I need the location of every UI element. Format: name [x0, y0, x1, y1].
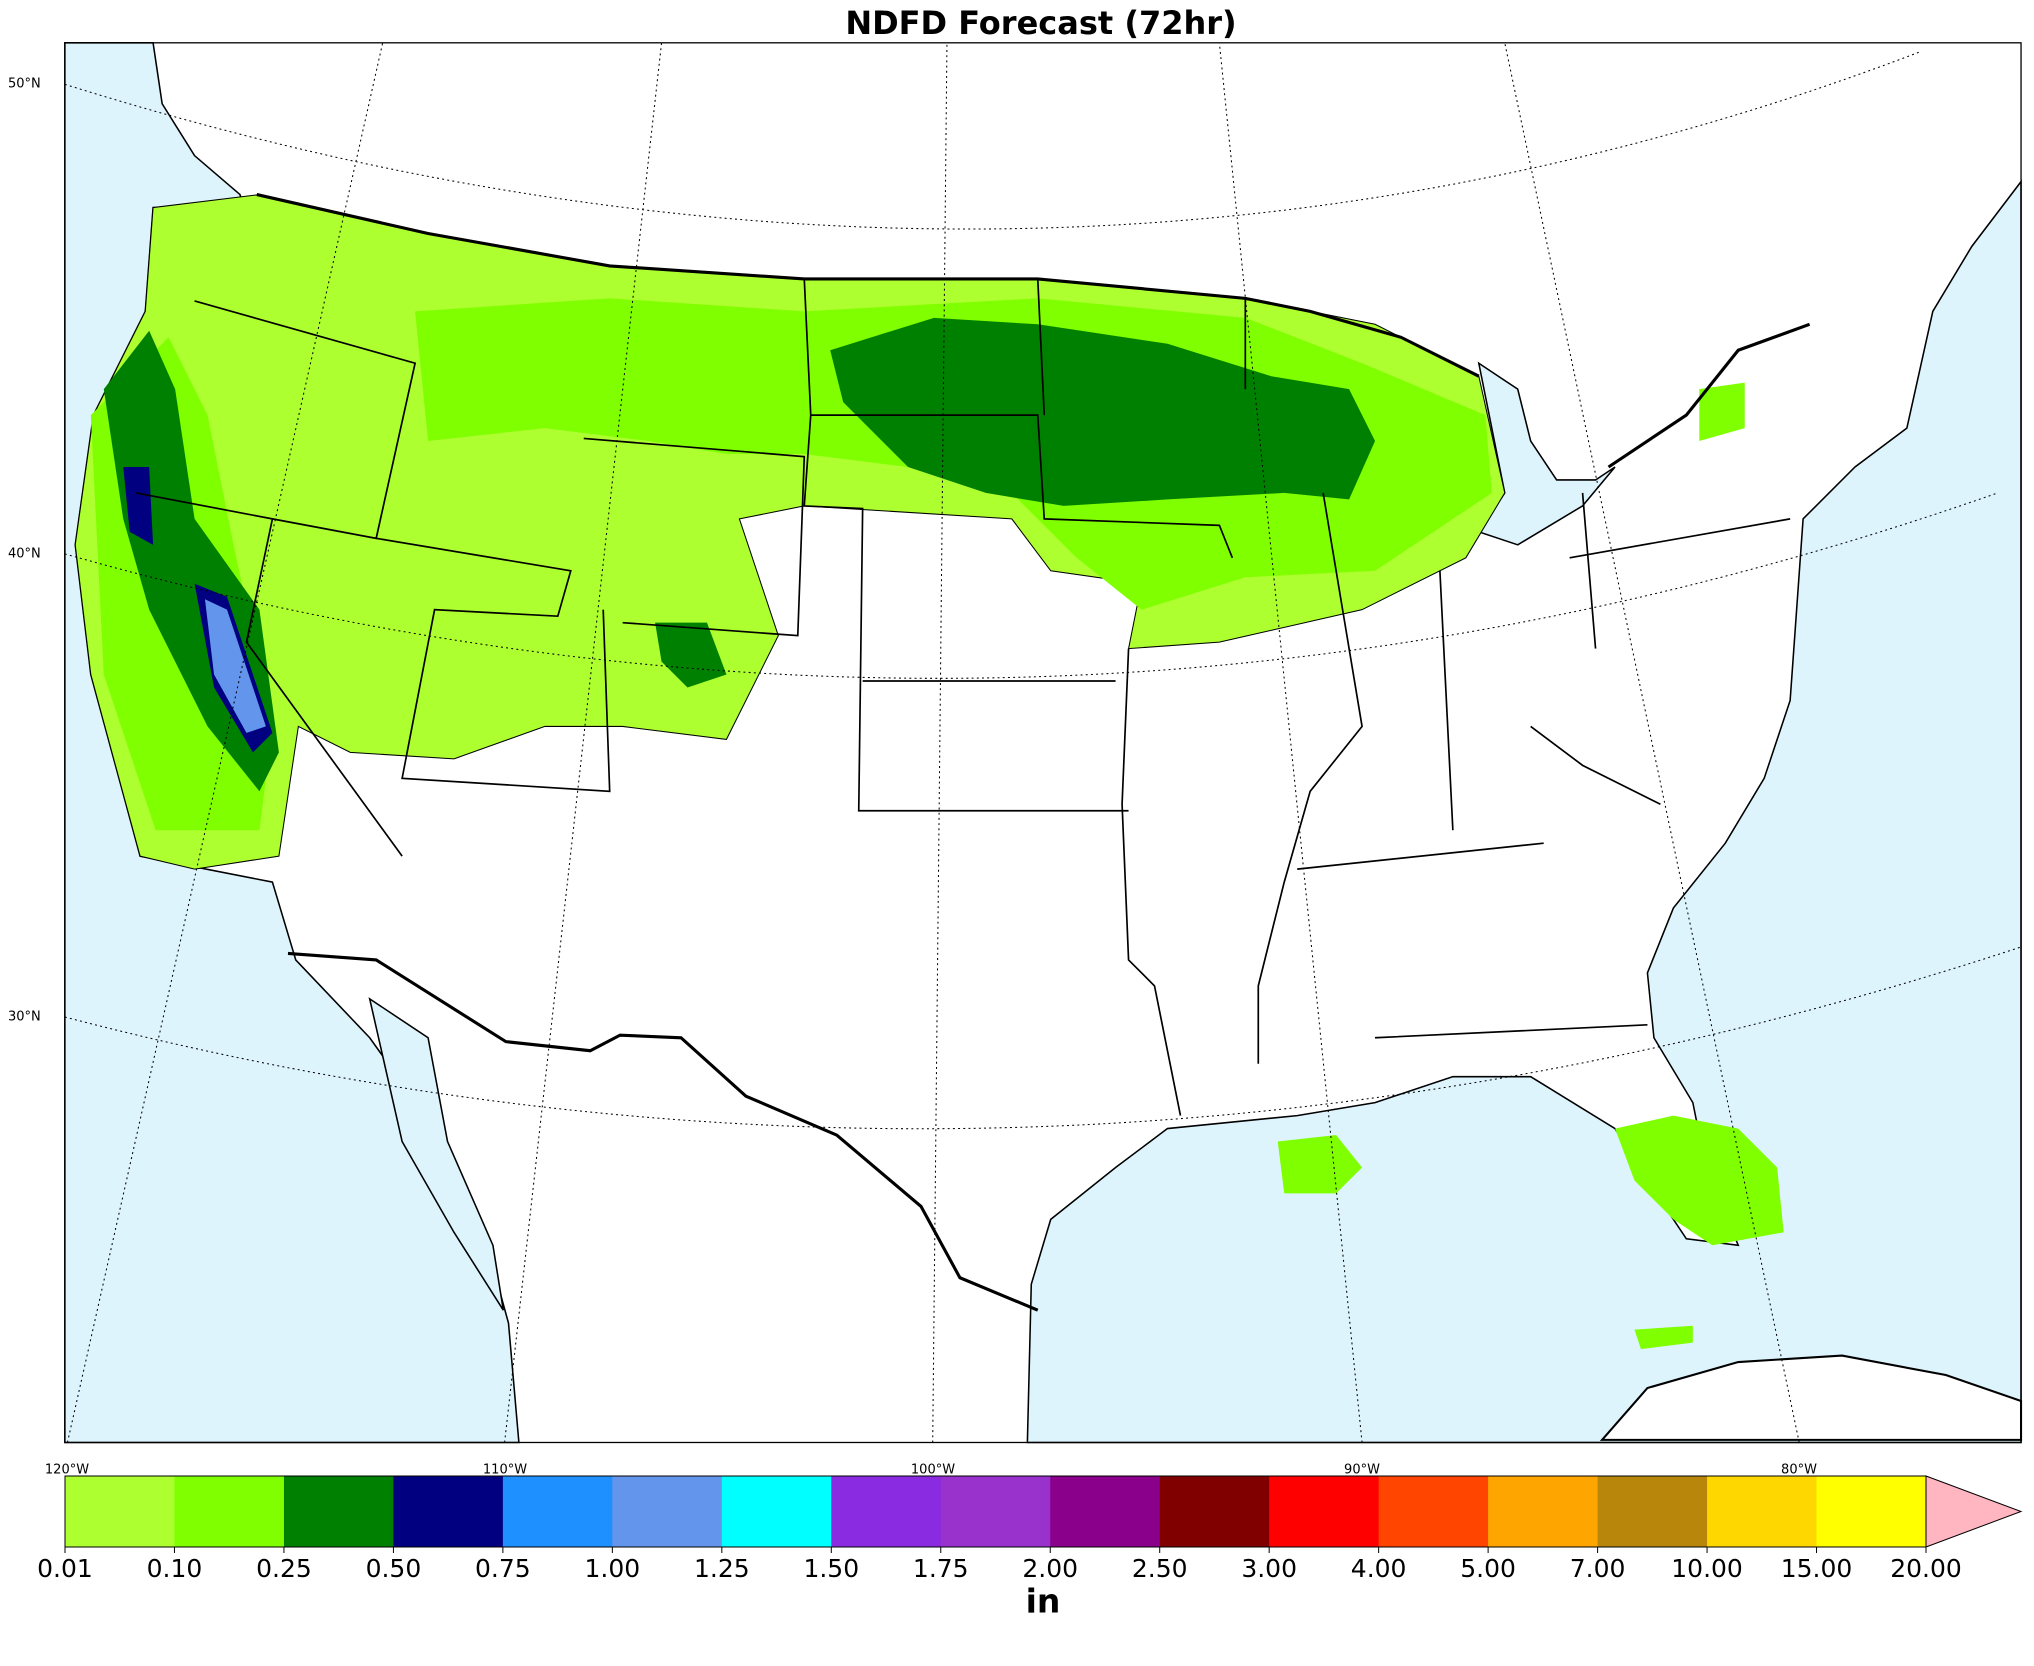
colorbar-tick-label: 1.50 [803, 1554, 859, 1583]
colorbar-tick-label: 2.00 [1022, 1554, 1078, 1583]
colorbar-segment [1378, 1476, 1489, 1547]
colorbar-frame [64, 1475, 1927, 1548]
lon-label: 80°W [1781, 1463, 1817, 1478]
colorbar-tick-label: 0.75 [475, 1554, 531, 1583]
lon-label: 100°W [911, 1463, 955, 1478]
colorbar-segment [612, 1476, 723, 1547]
colorbar-segment [1159, 1476, 1270, 1547]
lon-label: 90°W [1344, 1463, 1380, 1478]
colorbar-tick-label: 15.00 [1781, 1554, 1853, 1583]
lon-label: 110°W [483, 1463, 527, 1478]
lon-labels: 120°W 110°W 100°W 90°W 80°W [45, 1463, 1817, 1478]
colorbar-tick-label: 10.00 [1671, 1554, 1743, 1583]
lat-label: 40°N [8, 547, 41, 562]
mexico-border [287, 951, 1039, 1312]
lat-labels: 50°N 40°N 30°N [8, 77, 41, 1025]
colorbar-segment [940, 1476, 1051, 1547]
colorbar-segment [1269, 1476, 1380, 1547]
colorbar-segment [393, 1476, 504, 1547]
colorbar-segment [1488, 1476, 1599, 1547]
colorbar-segment [1050, 1476, 1161, 1547]
colorbar-segment [1597, 1476, 1708, 1547]
colorbar-tick-label: 0.01 [37, 1554, 93, 1583]
colorbar-tick-label: 1.75 [913, 1554, 969, 1583]
colorbar-tick-label: 20.00 [1890, 1554, 1962, 1583]
canada-border [256, 193, 1811, 469]
colorbar-segment [283, 1476, 394, 1547]
colorbar-tick-label: 7.00 [1570, 1554, 1626, 1583]
colorbar-tick-label: 3.00 [1241, 1554, 1297, 1583]
colorbar-segment [65, 1476, 175, 1547]
colorbar-segment [1707, 1476, 1818, 1547]
map-frame [64, 42, 2022, 1444]
colorbar-segment [174, 1476, 285, 1547]
graticule [64, 42, 2022, 1443]
colorbar-segment [1816, 1476, 1927, 1547]
colorbar-tick-label: 0.25 [256, 1554, 312, 1583]
map [64, 42, 2023, 1444]
colorbar: 0.01 0.10 0.25 0.50 0.75 1.00 1.25 1.50 1.75 2.00… [37, 1475, 2023, 1583]
colorbar-segment [831, 1476, 942, 1547]
map-title: NDFD Forecast (72hr) [845, 4, 1236, 42]
state-lines [136, 278, 1791, 1116]
colorbar-tick-label: 0.10 [147, 1554, 203, 1583]
gulf-of-california [368, 997, 505, 1311]
colorbar-extend [1925, 1475, 2023, 1548]
lat-label: 30°N [8, 1010, 41, 1025]
colorbar-unit: in [1026, 1582, 1061, 1621]
colorbar-segment [721, 1476, 832, 1547]
colorbar-tick-label: 0.50 [366, 1554, 422, 1583]
colorbar-segment [502, 1476, 613, 1547]
colorbar-tick-label: 1.25 [694, 1554, 750, 1583]
lat-label: 50°N [8, 77, 41, 92]
colorbar-tick-label: 2.50 [1132, 1554, 1188, 1583]
colorbar-tick-label: 4.00 [1351, 1554, 1407, 1583]
colorbar-tick-label: 5.00 [1460, 1554, 1516, 1583]
colorbar-tick-label: 1.00 [585, 1554, 641, 1583]
lon-label: 120°W [45, 1463, 89, 1478]
